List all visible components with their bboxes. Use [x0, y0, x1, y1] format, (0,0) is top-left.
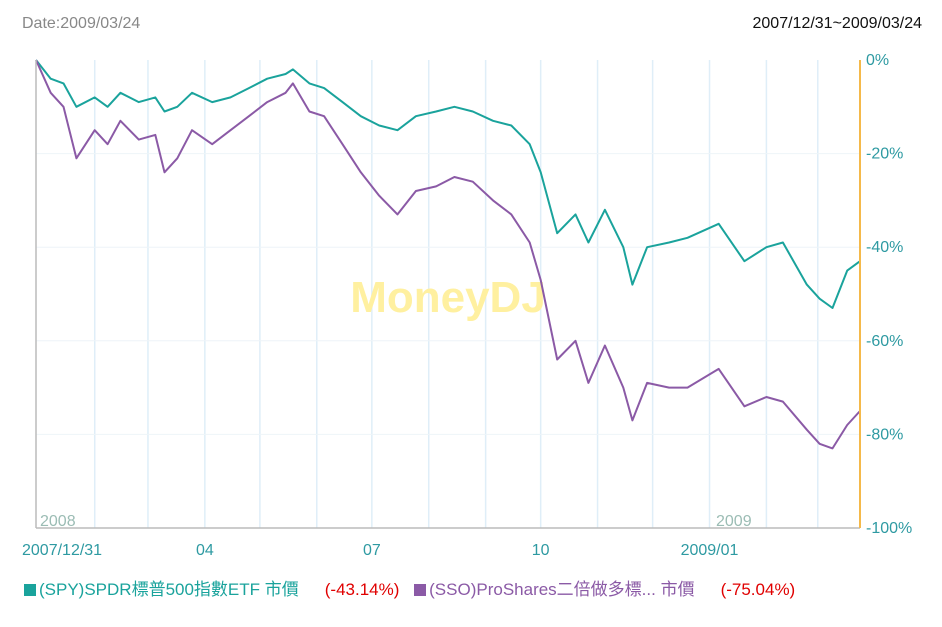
- legend-change-sso: (-75.04%): [720, 580, 796, 599]
- legend-label-spy: (SPY)SPDR標普500指數ETF 市價: [39, 580, 299, 599]
- series-line-spy: [35, 59, 861, 309]
- x-tick-label: 10: [532, 542, 550, 559]
- y-tick-label: -20%: [866, 146, 903, 163]
- legend-item-spy: (SPY)SPDR標普500指數ETF 市價 (-43.14%): [24, 575, 399, 600]
- y-tick-label: 0%: [866, 52, 889, 69]
- x-tick-label: 2009/01: [681, 542, 739, 559]
- y-tick-label: -80%: [866, 426, 903, 443]
- date-label: Date:2009/03/24: [22, 15, 141, 32]
- year-label: 2008: [40, 513, 76, 530]
- legend-swatch-spy: [24, 584, 36, 596]
- performance-chart: MoneyDJ 0% -20% -40% -60% -80% -100% 2007/12/3…: [22, 52, 912, 559]
- legend-swatch-sso: [414, 584, 427, 596]
- legend: (SPY)SPDR標普500指數ETF 市價 (-43.14%) (SSO)Pro…: [24, 575, 805, 600]
- date-range-label: 2007/12/31~2009/03/24: [752, 15, 923, 32]
- grid-layer: [36, 60, 860, 528]
- x-tick-label: 2007/12/31: [22, 542, 102, 559]
- legend-item-sso: (SSO)ProShares二倍做多標... 市價 (-75.04%): [414, 575, 795, 600]
- y-tick-label: -100%: [866, 520, 912, 537]
- x-tick-label: 07: [363, 542, 381, 559]
- y-tick-label: -40%: [866, 239, 903, 256]
- legend-change-spy: (-43.14%): [324, 580, 400, 599]
- axis-layer: 0% -20% -40% -60% -80% -100% 2007/12/31 04 07 10 2…: [22, 52, 912, 559]
- year-label: 2009: [716, 513, 752, 530]
- series-line-sso: [35, 59, 861, 450]
- legend-label-sso: (SSO)ProShares二倍做多標... 市價: [429, 580, 695, 599]
- watermark: MoneyDJ: [350, 273, 546, 322]
- y-tick-label: -60%: [866, 333, 903, 350]
- x-tick-label: 04: [196, 542, 214, 559]
- series-layer: [35, 59, 861, 450]
